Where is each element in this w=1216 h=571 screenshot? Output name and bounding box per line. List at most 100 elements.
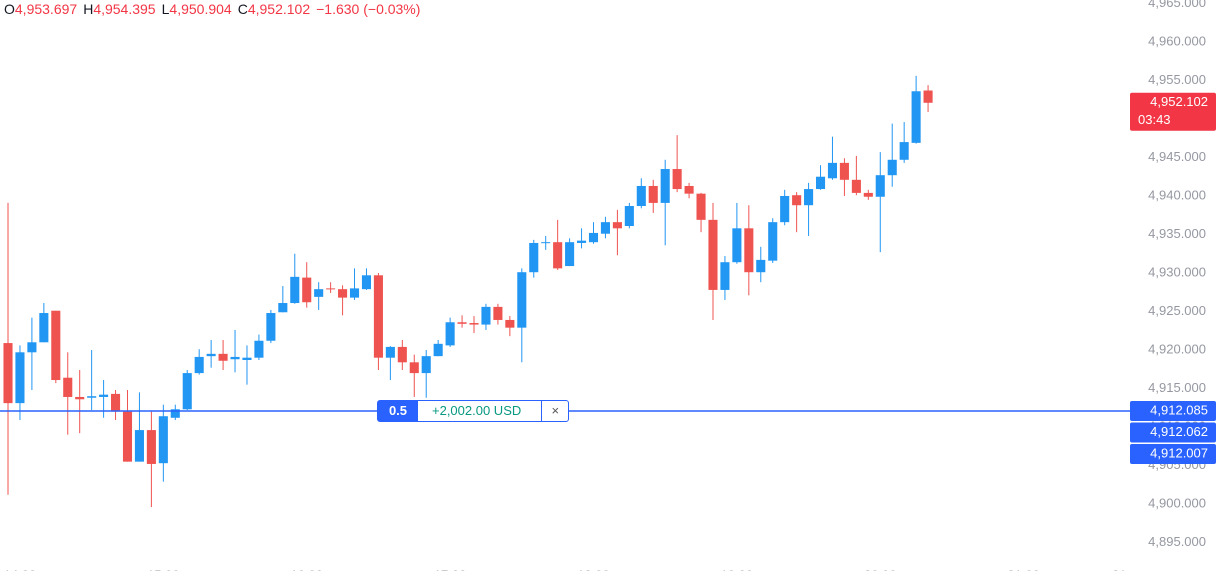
candle-body [481, 306, 491, 325]
candle-body [505, 319, 515, 328]
candle-body [445, 322, 455, 346]
candle-body [182, 373, 192, 410]
y-tick-label: 4,915.000 [1148, 380, 1206, 395]
candle-body [433, 343, 443, 357]
position-price-label: 4,912.085 [1150, 402, 1208, 417]
candle-body [75, 396, 85, 400]
candle-body [720, 262, 730, 290]
candle-body [242, 357, 252, 361]
x-tick-label: 21 [1112, 567, 1126, 571]
candle-body [122, 411, 133, 462]
candle-body [517, 272, 527, 328]
x-tick-label: 19:00 [721, 567, 754, 571]
candle-body [87, 396, 97, 398]
candle-body [887, 159, 897, 176]
candle-body [553, 242, 563, 269]
candle-body [648, 185, 658, 203]
candle-body [696, 193, 706, 220]
last-price-box [1130, 92, 1216, 131]
candle-body [290, 276, 300, 304]
ohlc-header: O4,953.697 H4,954.395 L4,950.904 C4,952.102… [4, 1, 420, 17]
candle-body [493, 306, 503, 320]
x-tick-label: 15:00 [147, 567, 180, 571]
candle-body [206, 353, 216, 357]
price-label: 4,912.062 [1150, 424, 1208, 439]
y-tick-label: 4,935.000 [1148, 226, 1206, 241]
candle-body [302, 277, 312, 303]
ohlc-key: H [83, 1, 94, 17]
x-tick-label: 17:00 [434, 567, 467, 571]
position-pnl: +2,002.00 USD [418, 400, 543, 421]
ohlc-key: C [237, 1, 248, 17]
x-tick-label: 21:00 [1007, 567, 1040, 571]
candle-body [804, 189, 814, 206]
candle-body [792, 195, 802, 206]
candle-body [588, 232, 599, 243]
candle-body [397, 346, 407, 363]
candle-body [27, 342, 37, 353]
x-tick-label: 16:00 [290, 567, 323, 571]
candle-body [875, 175, 885, 197]
candle-body [600, 222, 610, 234]
ohlc-value: 4,953.697 [14, 1, 78, 17]
candle-body [15, 352, 25, 404]
candle-body [349, 288, 360, 298]
y-tick-label: 4,925.000 [1148, 303, 1206, 318]
y-tick-label: 4,895.000 [1148, 534, 1206, 549]
close-position[interactable]: × [551, 402, 560, 418]
candle-body [361, 275, 372, 290]
ohlc-value: 4,954.395 [93, 1, 156, 17]
candle-body [541, 242, 551, 244]
y-tick-label: 4,945.000 [1148, 149, 1206, 164]
candle-body [863, 192, 873, 197]
candle-body [3, 343, 13, 404]
candle-body [254, 340, 264, 358]
y-tick-label: 4,940.000 [1148, 187, 1206, 202]
position-quantity[interactable]: 0.5 [378, 400, 418, 421]
y-tick-label: 4,960.000 [1148, 33, 1206, 48]
price-label: 4,912.007 [1150, 445, 1208, 460]
price-change: −1.630 (−0.03%) [316, 1, 421, 17]
candle-body [134, 430, 144, 462]
candle-body [278, 303, 288, 313]
candle-body [565, 242, 575, 267]
ohlc-key: L [161, 1, 170, 17]
candle-body [326, 288, 336, 290]
candle-body [624, 205, 634, 227]
candle-body [314, 289, 324, 297]
candle-body [409, 362, 419, 374]
candle-body [636, 185, 646, 206]
position-widget[interactable]: 0.5 +2,002.00 USD × [377, 399, 570, 422]
candle-body [529, 242, 539, 273]
candle-body [158, 416, 168, 464]
candle-body [421, 356, 431, 374]
candle-body [708, 219, 718, 290]
candle-body [194, 356, 204, 374]
candle-body [39, 313, 49, 343]
price-label-box [1130, 422, 1216, 443]
ohlc-value: 4,952.102 [247, 1, 311, 17]
candle-body [612, 222, 622, 229]
candle-body [851, 179, 861, 193]
candle-body [469, 323, 479, 325]
y-tick-label: 4,900.000 [1148, 495, 1206, 510]
last-price-label: 4,952.102 [1150, 94, 1208, 109]
candle-body [63, 377, 73, 397]
candle-body [899, 142, 909, 160]
candle-body [51, 310, 61, 381]
candle-body [230, 356, 240, 360]
candle-body [146, 430, 156, 464]
x-tick-label: 20:00 [864, 567, 897, 571]
candle-body [660, 169, 670, 203]
candle-body [768, 222, 778, 261]
candle-body [780, 195, 790, 223]
candle-body [111, 393, 121, 412]
y-tick-label: 4,930.000 [1148, 264, 1206, 279]
candle-body [266, 313, 276, 341]
candle-body [385, 346, 395, 358]
countdown-label: 03:43 [1138, 112, 1171, 127]
candle-body [218, 353, 228, 361]
candle-body [923, 90, 933, 103]
